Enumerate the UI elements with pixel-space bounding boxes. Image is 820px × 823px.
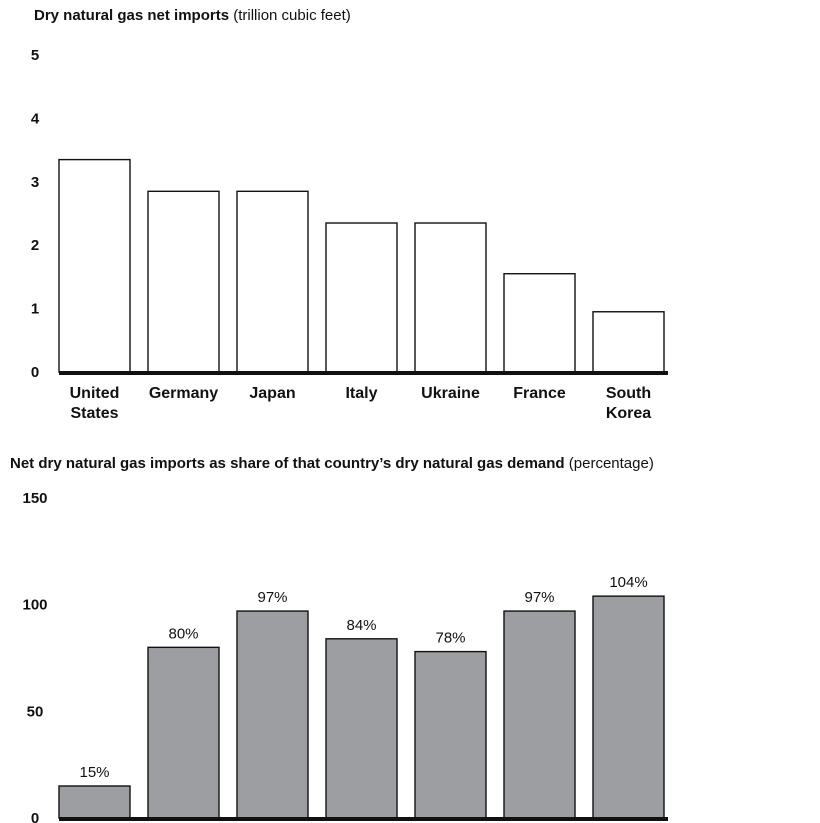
chart1-ytick-label: 0 bbox=[31, 364, 39, 381]
chart1-ytick-label: 2 bbox=[31, 237, 39, 254]
chart2-unit: (percentage) bbox=[568, 455, 654, 472]
chart1-category-label: Italy bbox=[345, 385, 377, 402]
chart2-title: Net dry natural gas imports as share of … bbox=[10, 455, 654, 472]
chart2-ytick-label: 150 bbox=[22, 490, 47, 507]
chart1-category-label: States bbox=[70, 405, 118, 422]
chart1-category-label: Korea bbox=[606, 405, 651, 422]
chart2-bar bbox=[414, 650, 487, 819]
chart2-data-label: 104% bbox=[609, 574, 647, 591]
chart1-ytick-label: 5 bbox=[31, 47, 39, 64]
chart2-bar bbox=[236, 610, 309, 819]
chart1-bar bbox=[236, 190, 309, 373]
chart2-bar bbox=[592, 595, 665, 819]
chart1-bar bbox=[147, 190, 220, 373]
chart1-ytick-label: 1 bbox=[31, 301, 39, 318]
chart2-data-label: 78% bbox=[435, 630, 465, 647]
chart1-ytick-label: 4 bbox=[31, 110, 40, 127]
chart2-title-text: Net dry natural gas imports as share of … bbox=[10, 455, 565, 472]
chart2-bar bbox=[503, 610, 576, 819]
chart2-data-label: 97% bbox=[257, 589, 287, 606]
chart1-category-label: Japan bbox=[249, 385, 295, 402]
chart2-data-label: 15% bbox=[79, 764, 109, 781]
chart2-ytick-label: 100 bbox=[22, 597, 47, 614]
chart1-bar bbox=[58, 158, 131, 373]
chart2-bar bbox=[325, 638, 398, 819]
chart1-category-label: South bbox=[606, 385, 651, 402]
chart1-category-label: United bbox=[70, 385, 120, 402]
chart1-ytick-label: 3 bbox=[31, 174, 39, 191]
chart1-category-label: France bbox=[513, 385, 566, 402]
chart1-title: Dry natural gas net imports (trillion cu… bbox=[34, 7, 351, 24]
chart2-data-label: 97% bbox=[524, 589, 554, 606]
chart2-data-label: 80% bbox=[168, 625, 198, 642]
chart1-category-label: Ukraine bbox=[421, 385, 480, 402]
chart1-bar bbox=[503, 273, 576, 373]
chart2-data-label: 84% bbox=[346, 617, 376, 634]
chart2-bar bbox=[58, 785, 131, 819]
chart1-unit: (trillion cubic feet) bbox=[233, 7, 351, 24]
chart1-bar bbox=[325, 222, 398, 373]
chart2-bar bbox=[147, 646, 220, 819]
chart2-ytick-label: 0 bbox=[31, 810, 39, 823]
chart1-category-label: Germany bbox=[149, 385, 218, 402]
chart1-svg: 0 1 2 3 4 5 United States Germany Japan Italy Ukrai… bbox=[31, 47, 668, 422]
chart2-ytick-label: 50 bbox=[27, 703, 44, 720]
chart1-bar bbox=[414, 222, 487, 373]
chart1-title-text: Dry natural gas net imports bbox=[34, 7, 230, 24]
